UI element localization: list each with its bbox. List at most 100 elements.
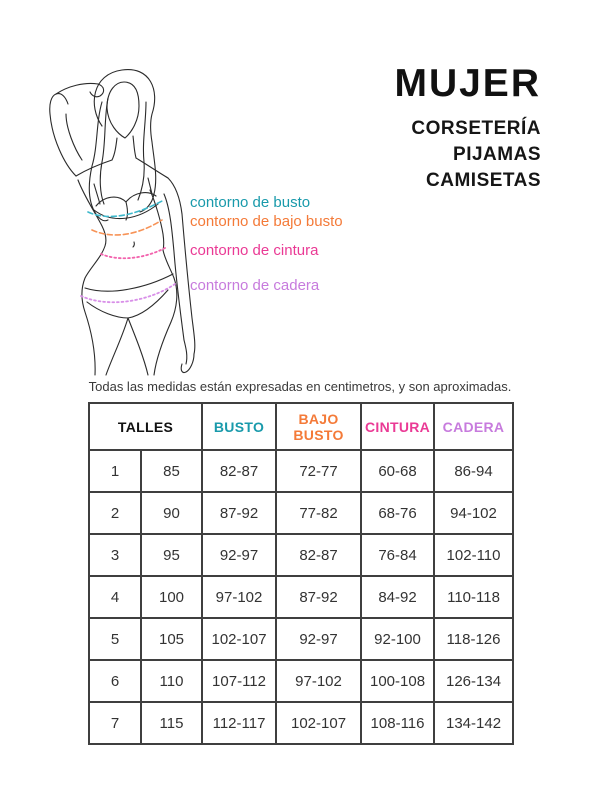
category-pijamas: PIJAMAS (453, 144, 541, 165)
column-header: BUSTO (201, 402, 278, 451)
hair-strand-right (137, 101, 147, 201)
bra-cup-right (125, 192, 157, 203)
table-cell: 100 (139, 575, 204, 619)
table-cell: 77-82 (275, 491, 363, 535)
table-cell: 102-107 (201, 617, 278, 661)
table-cell: 92-97 (201, 533, 278, 577)
table-cell: 92-100 (360, 617, 436, 661)
column-header: CADERA (433, 402, 515, 451)
shoulder-right (135, 157, 169, 179)
underbust-measure-line (91, 219, 163, 236)
table-cell: 110 (139, 659, 204, 703)
bra-strap-left (93, 183, 101, 205)
table-cell: 126-134 (433, 659, 515, 703)
table-cell: 97-102 (275, 659, 363, 703)
navel (132, 241, 135, 248)
table-cell: 76-84 (360, 533, 436, 577)
table-cell: 102-107 (275, 701, 363, 745)
bra-strap-right (147, 177, 153, 195)
table-cell: 6 (88, 659, 142, 703)
face-outline (106, 81, 140, 139)
table-row: 4 100 97-102 87-92 84-92 110-118 (88, 575, 515, 619)
waist-measure-line (100, 247, 166, 260)
table-cell: 118-126 (433, 617, 515, 661)
table-cell: 68-76 (360, 491, 436, 535)
panties-waistband (84, 273, 174, 292)
arm-right-outer (167, 177, 196, 355)
thigh-inner-right (127, 317, 149, 376)
column-header: CINTURA (360, 402, 436, 451)
table-cell: 86-94 (433, 449, 515, 493)
column-header: TALLES (87, 402, 204, 451)
brand-block: MUJER CORSETERÍA PIJAMAS CAMISETAS (394, 64, 541, 194)
size-table: TALLES BUSTO BAJO BUSTO CINTURA CADERA 1 85 82… (87, 402, 515, 745)
table-cell: 107-112 (201, 659, 278, 703)
bra-band (93, 203, 159, 220)
table-cell: 94-102 (433, 491, 515, 535)
table-header-row: TALLES BUSTO BAJO BUSTO CINTURA CADERA (87, 402, 515, 451)
panties-leg-left (86, 301, 129, 319)
table-cell: 84-92 (360, 575, 436, 619)
hair-strand-inner (99, 97, 109, 205)
table-cell: 87-92 (201, 491, 278, 535)
table-cell: 97-102 (201, 575, 278, 619)
table-cell: 2 (88, 491, 142, 535)
table-row: 1 85 82-87 72-77 60-68 86-94 (88, 449, 515, 493)
table-cell: 92-97 (275, 617, 363, 661)
raised-arm-outer (49, 93, 77, 177)
category-list: CORSETERÍA PIJAMAS CAMISETAS (394, 116, 541, 194)
page-title: MUJER (394, 62, 541, 105)
table-cell: 7 (88, 701, 142, 745)
measurement-label-1: contorno de bajo busto (190, 213, 343, 230)
category-corseteria: CORSETERÍA (411, 118, 541, 139)
table-row: 2 90 87-92 77-82 68-76 94-102 (88, 491, 515, 535)
table-cell: 105 (139, 617, 204, 661)
thigh-inner-left (105, 317, 129, 376)
measurement-label-0: contorno de busto (190, 194, 311, 211)
hair-strand-left (88, 101, 109, 222)
torso-right-edge (149, 189, 178, 376)
table-cell: 85 (139, 449, 204, 493)
column-header: BAJO BUSTO (275, 402, 363, 451)
category-camisetas: CAMISETAS (426, 170, 541, 191)
measurement-label-3: contorno de cadera (190, 277, 320, 294)
hip-measure-line (80, 283, 176, 304)
torso-left-edge (77, 179, 107, 376)
neck-left (111, 137, 118, 161)
table-cell: 115 (139, 701, 204, 745)
bra-center (125, 201, 129, 221)
table-cell: 82-87 (201, 449, 278, 493)
table-cell: 110-118 (433, 575, 515, 619)
table-cell: 3 (88, 533, 142, 577)
table-cell: 60-68 (360, 449, 436, 493)
table-row: 5 105 102-107 92-97 92-100 118-126 (88, 617, 515, 661)
table-cell: 100-108 (360, 659, 436, 703)
size-table-body: 1 85 82-87 72-77 60-68 86-94 2 90 87-92 77-82 68-7… (88, 449, 515, 745)
arm-right-inner (163, 193, 185, 341)
raised-arm-inner (65, 113, 83, 161)
table-cell: 108-116 (360, 701, 436, 745)
table-cell: 1 (88, 449, 142, 493)
table-cell: 90 (139, 491, 204, 535)
panties-leg-right (127, 289, 169, 319)
measurements-note: Todas las medidas están expresadas en ce… (88, 379, 512, 394)
raised-forearm (55, 82, 99, 95)
hand-right-finger (183, 339, 188, 365)
shoulder-left (75, 159, 113, 177)
table-row: 6 110 107-112 97-102 100-108 126-134 (88, 659, 515, 703)
table-cell: 112-117 (201, 701, 278, 745)
table-cell: 102-110 (433, 533, 515, 577)
table-cell: 87-92 (275, 575, 363, 619)
body-measurement-illustration (38, 62, 208, 382)
table-cell: 5 (88, 617, 142, 661)
bust-measure-line (87, 199, 165, 218)
woman-figure-drawing (49, 69, 196, 376)
table-cell: 4 (88, 575, 142, 619)
neck-right (132, 135, 137, 159)
measurement-label-2: contorno de cintura (190, 242, 319, 259)
table-row: 3 95 92-97 82-87 76-84 102-110 (88, 533, 515, 577)
raised-hand (89, 83, 105, 98)
hand-right (180, 353, 195, 374)
table-cell: 72-77 (275, 449, 363, 493)
